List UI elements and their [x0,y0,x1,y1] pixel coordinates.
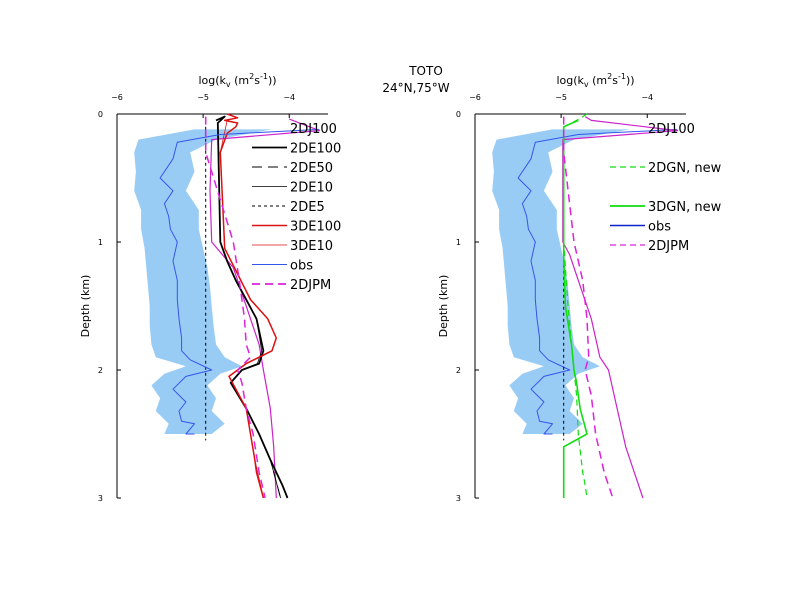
series-2djpm [204,116,266,499]
legend-label: 2DJPM [290,278,331,293]
series-2de10 [217,122,281,499]
y-tick-label: 0 [456,110,461,119]
x-tick-label: −4 [641,93,653,102]
left-panel: −6 −5 −4 0 1 2 3 log(kv (m2s-1)) Depth (km) 2DJ10… [79,72,341,503]
y-tick-label: 3 [456,494,461,503]
y-tick-label: 1 [98,238,103,247]
legend-label: 2DE100 [290,142,341,157]
figure-title-line2: 24°N,75°W [382,81,449,95]
series-2dj100 [562,116,679,499]
x-tick-label: −6 [469,93,481,102]
y-tick-label: 2 [98,366,103,375]
legend-label: 2DE50 [290,161,333,176]
series-obs [517,128,678,435]
series-obs [159,128,320,435]
legend-label: 3DE10 [290,239,333,254]
series-3dgn-new [562,119,588,498]
y-tick-label: 2 [456,366,461,375]
legend-label: obs [648,220,671,235]
y-axis-label: Depth (km) [437,275,450,338]
y-tick-label: 3 [98,494,103,503]
series-3de10 [219,120,277,499]
x-tick-label: −5 [197,93,209,102]
legend-label: 3DE100 [290,220,341,235]
legend-label: 2DJ100 [290,122,337,137]
series-2djpm [562,116,614,499]
x-axis-label: log(kv (m2s-1)) [198,72,276,89]
legend-label: 3DGN, new [648,200,722,215]
y-axis-label: Depth (km) [79,275,92,338]
legend-label: 2DGN, new [648,161,722,176]
y-tick-label: 0 [98,110,103,119]
right-panel: −6 −5 −4 0 1 2 3 log(kv (m2s-1)) Depth (km) 2DJ10… [437,72,722,503]
figure-title-line1: TOTO [408,64,443,78]
x-tick-label: −5 [555,93,567,102]
legend-label: 2DE10 [290,181,333,196]
legend-label: 2DJPM [648,239,689,254]
legend-label: obs [290,259,313,274]
obs-uncertainty-band [134,129,272,434]
x-tick-label: −6 [111,93,123,102]
y-tick-label: 1 [456,238,461,247]
series-3de100 [219,113,278,499]
legend-label: 2DE5 [290,200,325,215]
legend-label: 2DJ100 [648,122,695,137]
obs-uncertainty-band [492,129,630,434]
x-axis-label: log(kv (m2s-1)) [556,72,634,89]
x-tick-label: −4 [283,93,295,102]
series-2de50 [217,122,282,499]
